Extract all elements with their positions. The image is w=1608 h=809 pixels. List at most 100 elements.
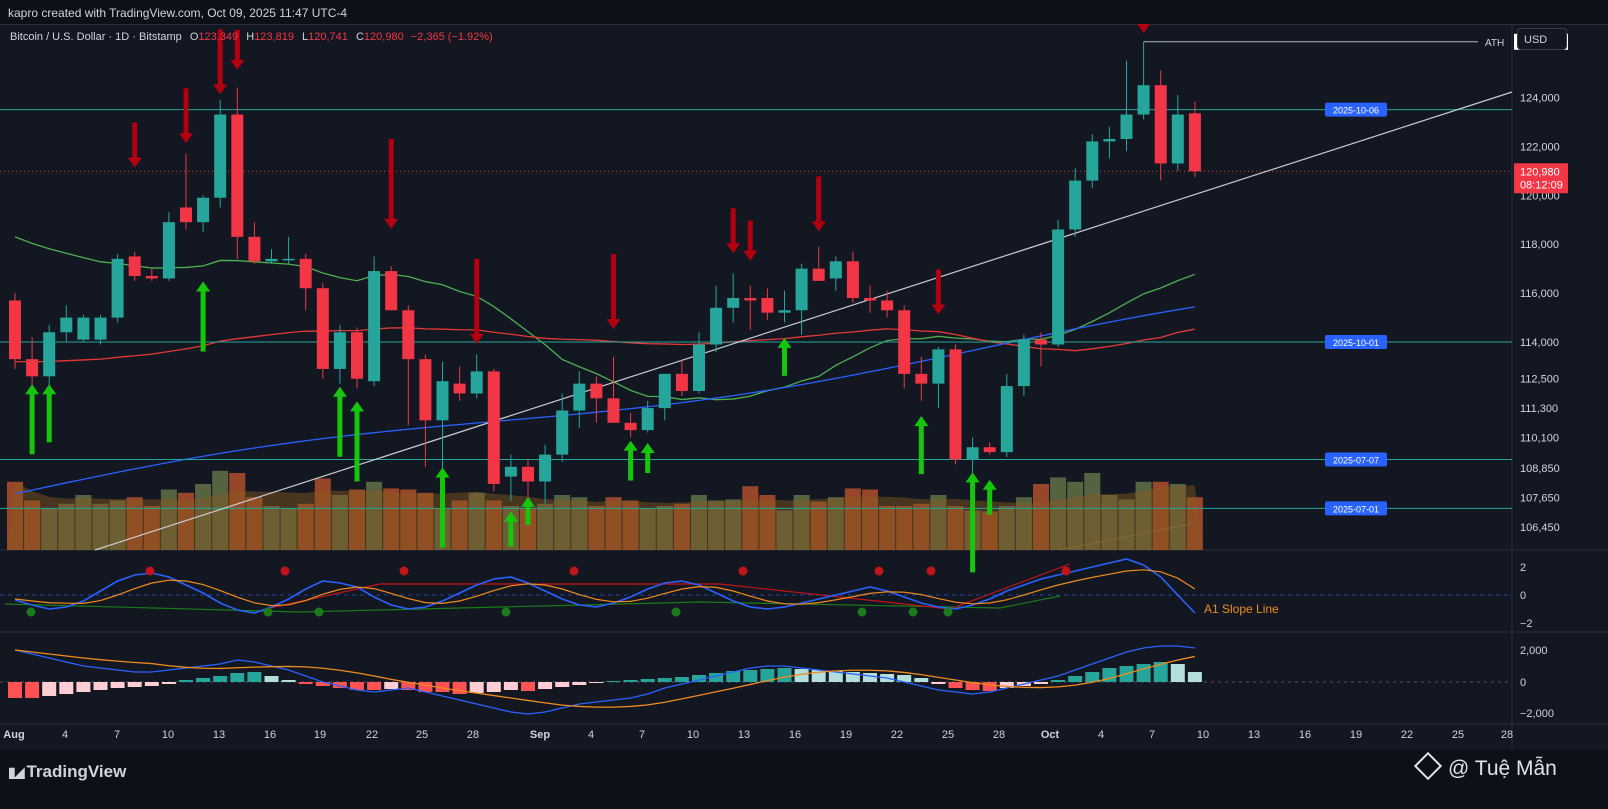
- osc-green-dot: [908, 607, 918, 617]
- candle-body: [43, 332, 56, 377]
- signal-arrow-up-head: [332, 386, 347, 397]
- macd-histogram-bar: [1085, 672, 1100, 682]
- volume-bar: [844, 488, 861, 550]
- macd-histogram-bar: [93, 682, 108, 690]
- volume-bar: [143, 506, 160, 550]
- signal-arrow-down: [747, 220, 753, 252]
- trend-extra: [1059, 523, 1191, 551]
- candle-body: [710, 307, 723, 345]
- candle-body: [1171, 114, 1184, 164]
- macd-histogram-bar: [1153, 662, 1168, 682]
- signal-arrow-down-head: [384, 218, 399, 229]
- high-label: H: [246, 31, 255, 43]
- moving-averages: [14, 236, 1196, 495]
- candle-body: [539, 454, 552, 482]
- price-tick: 106,450: [1520, 522, 1560, 534]
- volume-bar: [673, 503, 690, 550]
- candle-body: [556, 410, 569, 455]
- signal-arrow-up-head: [435, 467, 450, 478]
- tradingview-logo[interactable]: ▮◢ TradingView: [8, 762, 126, 782]
- candle-body: [966, 447, 979, 460]
- candle-body: [915, 373, 928, 384]
- candle-body: [60, 317, 73, 333]
- osc-green-dot: [671, 607, 681, 617]
- change-value: −2,365 (−1.92%): [410, 31, 493, 43]
- currency-button[interactable]: USD: [1517, 28, 1567, 50]
- volume-bar: [417, 492, 434, 550]
- osc-red-dot: [874, 566, 884, 576]
- current-price-tag: [1514, 163, 1568, 194]
- time-tick: 7: [114, 729, 120, 741]
- footer: [0, 750, 1608, 809]
- signal-arrow-up: [354, 410, 360, 482]
- price-tick: 116,000: [1520, 288, 1559, 300]
- low-value: 120,741: [308, 31, 348, 43]
- signal-arrow-down: [132, 122, 138, 159]
- volume-bar: [810, 501, 827, 550]
- volume-bar: [314, 478, 331, 550]
- macd-histogram-bar: [1102, 668, 1117, 682]
- macd-histogram-bar: [213, 676, 228, 682]
- volume-bar: [195, 484, 212, 550]
- candle-body: [487, 371, 500, 484]
- volume-bar: [827, 497, 844, 550]
- candle-body: [1052, 229, 1065, 345]
- level-tag: [1325, 335, 1387, 350]
- macd-histogram-bar: [863, 673, 877, 682]
- macd-histogram-bar: [948, 682, 963, 688]
- candle-body: [368, 271, 381, 382]
- osc-red-dot: [569, 566, 579, 576]
- volume-bar: [212, 470, 229, 550]
- time-tick: 25: [1452, 729, 1464, 741]
- price-tick: 118,000: [1520, 239, 1559, 251]
- volume-bar: [160, 489, 177, 550]
- volume-ma-area: [7, 481, 1203, 550]
- signal-arrow-up: [987, 488, 993, 515]
- macd-histogram-bar: [1051, 680, 1066, 682]
- osc-red-dot: [1061, 566, 1071, 576]
- macd-histogram-bar: [469, 682, 484, 693]
- macd-histogram-bar: [1187, 672, 1202, 682]
- volume-bar: [981, 511, 998, 550]
- signal-arrow-down: [935, 269, 941, 306]
- volume-bar: [776, 510, 793, 550]
- macd-histogram-bar: [8, 682, 22, 698]
- signal-arrow-up: [525, 505, 531, 525]
- time-tick: 4: [1098, 729, 1104, 741]
- signal-arrow-up: [645, 452, 651, 474]
- macd-histogram-bar: [179, 680, 193, 682]
- top-bar: kapro created with TradingView.com, Oct …: [0, 0, 1608, 25]
- candle-body: [333, 332, 346, 369]
- candle-body: [761, 298, 774, 313]
- candle-body: [949, 349, 962, 460]
- osc-green-dot: [314, 607, 324, 617]
- signal-arrow-down: [611, 254, 616, 321]
- signal-arrow-down: [217, 29, 223, 86]
- osc-red-dot: [926, 566, 936, 576]
- macd-histogram-bar: [196, 678, 211, 682]
- macd-histogram-bar: [794, 669, 809, 682]
- candle-body: [180, 207, 192, 223]
- low-label: L: [302, 31, 309, 43]
- osc-tick: 2: [1520, 562, 1526, 574]
- candle-body: [675, 373, 688, 391]
- macd-histogram-bar: [606, 681, 621, 682]
- osc-red-dot: [145, 566, 155, 576]
- candle-body: [9, 300, 21, 360]
- macd-histogram-bar: [1034, 682, 1048, 684]
- volume-bar: [1084, 473, 1101, 550]
- macd-histogram-bar: [931, 682, 946, 684]
- time-tick: 28: [993, 729, 1005, 741]
- time-tick: 10: [162, 729, 174, 741]
- candle-body: [1000, 386, 1013, 453]
- signal-arrow-up-head: [196, 281, 211, 292]
- macd-histogram-bar: [572, 682, 587, 685]
- volume-bar: [879, 506, 896, 550]
- signal-arrow-down: [234, 29, 240, 61]
- time-tick: 7: [639, 729, 645, 741]
- signal-arrow-down-head: [127, 157, 142, 168]
- price-chart[interactable]: 2025-10-06 2025-10-01 2025-07-07 2025-07-01…: [0, 24, 1608, 750]
- time-tick: 25: [942, 729, 954, 741]
- signal-arrow-down-head: [811, 221, 826, 232]
- macd-histogram-bar: [384, 682, 399, 689]
